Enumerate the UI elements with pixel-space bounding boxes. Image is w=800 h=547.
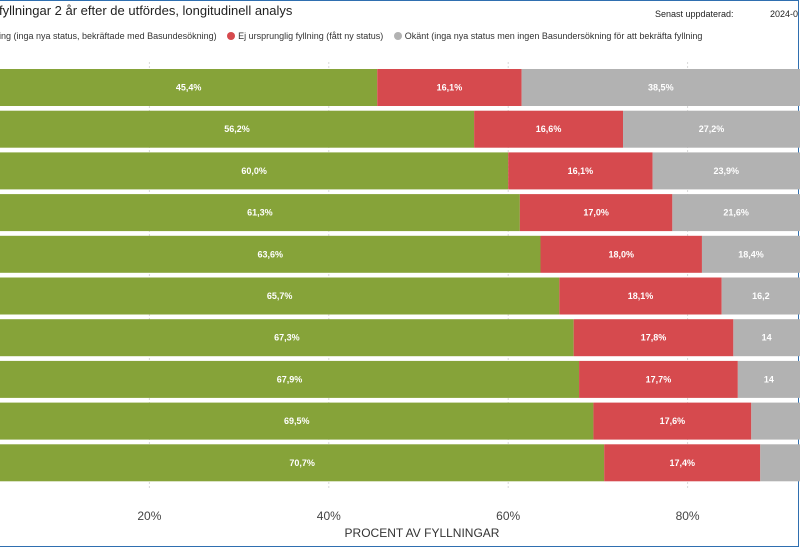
data-label-7-series-1: 17,7% xyxy=(646,374,672,384)
data-label-2-series-0: 60,0% xyxy=(241,166,267,176)
data-label-0-series-1: 16,1% xyxy=(437,83,463,93)
bar-3-series-1 xyxy=(519,194,673,232)
legend-swatch-unknown xyxy=(393,32,402,40)
data-label-5-series-1: 18,1% xyxy=(628,291,654,301)
data-label-0-series-2: 38,5% xyxy=(648,83,674,93)
legend-label-original: ing (inga nya status, bekräftade med Bas… xyxy=(0,31,217,41)
data-label-7-series-0: 67,9% xyxy=(277,374,303,384)
data-label-9-series-0: 70,7% xyxy=(289,458,315,468)
bar-4-series-0 xyxy=(0,235,541,273)
bar-7-series-0 xyxy=(0,360,580,398)
legend-swatch-not-original xyxy=(227,32,236,40)
bar-2-series-2 xyxy=(652,152,800,190)
data-label-4-series-2: 18,4% xyxy=(738,249,764,259)
data-label-2-series-2: 23,9% xyxy=(714,166,740,176)
data-label-1-series-2: 27,2% xyxy=(699,124,725,134)
bar-1-series-2 xyxy=(623,110,800,148)
bar-8-series-0 xyxy=(0,402,594,440)
data-label-4-series-0: 63,6% xyxy=(257,249,283,259)
legend-item-unknown: Okänt (inga nya status men ingen Basunde… xyxy=(393,31,703,41)
data-label-2-series-1: 16,1% xyxy=(568,166,594,176)
updated-value: 2024-0 xyxy=(770,9,799,19)
data-label-3-series-0: 61,3% xyxy=(247,208,273,218)
data-label-9-series-1: 17,4% xyxy=(669,458,695,468)
chart-title: fyllningar 2 år efter de utfördes, longi… xyxy=(0,3,293,18)
bar-4-series-2 xyxy=(701,235,800,273)
data-label-6-series-0: 67,3% xyxy=(274,333,300,343)
x-tick-label-20: 20% xyxy=(137,509,161,523)
x-tick-label-40: 40% xyxy=(317,509,341,523)
bar-1-series-1 xyxy=(474,110,624,148)
bar-9-series-0 xyxy=(0,444,605,482)
legend-item-not-original: Ej ursprunglig fyllning (fått ny status) xyxy=(227,31,383,41)
data-label-5-series-2: 16,2 xyxy=(752,291,770,301)
bar-6-series-2 xyxy=(733,319,800,357)
legend-item-original: ing (inga nya status, bekräftade med Bas… xyxy=(0,31,217,41)
bar-2-series-0 xyxy=(0,152,509,190)
data-label-1-series-0: 56,2% xyxy=(224,124,250,134)
data-label-0-series-0: 45,4% xyxy=(176,83,202,93)
legend-label-unknown: Okänt (inga nya status men ingen Basunde… xyxy=(404,31,703,41)
bar-8-series-1 xyxy=(593,402,752,440)
bar-0-series-1 xyxy=(377,69,522,106)
data-label-6-series-1: 17,8% xyxy=(641,333,667,343)
bar-4-series-1 xyxy=(540,235,702,273)
bar-5-series-0 xyxy=(0,277,560,315)
data-label-1-series-1: 16,6% xyxy=(536,124,562,134)
data-label-6-series-2: 14 xyxy=(762,333,772,343)
bar-5-series-1 xyxy=(559,277,722,315)
data-label-4-series-1: 18,0% xyxy=(608,249,634,259)
bar-3-series-0 xyxy=(0,194,520,232)
bar-2-series-1 xyxy=(508,152,653,190)
data-label-3-series-1: 17,0% xyxy=(583,208,609,218)
bar-8-series-2 xyxy=(751,402,800,440)
x-tick-label-80: 80% xyxy=(676,509,700,523)
data-label-5-series-0: 65,7% xyxy=(267,291,293,301)
x-tick-label-60: 60% xyxy=(496,509,520,523)
bar-9-series-2 xyxy=(760,444,800,482)
legend-label-not-original: Ej ursprunglig fyllning (fått ny status) xyxy=(238,31,384,41)
bar-0-series-2 xyxy=(521,69,800,106)
bar-1-series-0 xyxy=(0,110,475,148)
bar-9-series-1 xyxy=(604,444,761,482)
data-label-8-series-1: 17,6% xyxy=(660,416,686,426)
legend: ing (inga nya status, bekräftade med Bas… xyxy=(0,31,710,41)
updated-label: Senast uppdaterad: xyxy=(655,9,734,19)
bar-5-series-2 xyxy=(721,277,800,315)
data-label-3-series-2: 21,6% xyxy=(723,208,749,218)
bar-7-series-2 xyxy=(737,360,800,398)
bar-0-series-0 xyxy=(0,69,378,106)
bar-6-series-0 xyxy=(0,319,574,357)
bar-7-series-1 xyxy=(579,360,738,398)
x-axis-title: PROCENT AV FYLLNINGAR xyxy=(345,526,500,540)
data-label-8-series-0: 69,5% xyxy=(284,416,310,426)
bar-6-series-1 xyxy=(573,319,734,357)
data-label-7-series-2: 14 xyxy=(764,374,774,384)
bar-3-series-2 xyxy=(672,194,800,232)
